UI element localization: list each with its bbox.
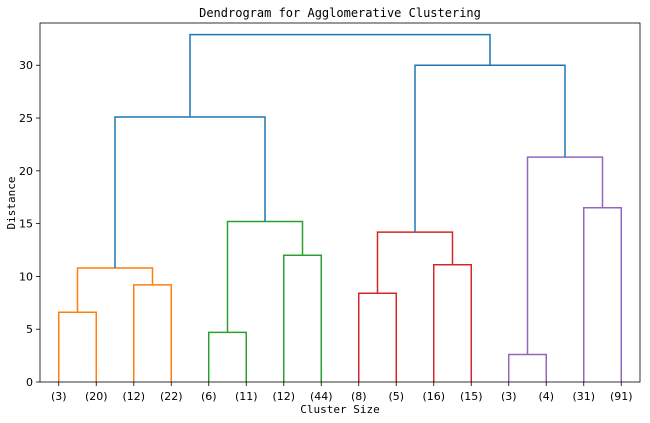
leaf-label: (22) (160, 390, 183, 403)
plot-frame (39, 22, 641, 383)
leaf-label: (31) (572, 390, 595, 403)
merge-link-12 (526, 156, 604, 355)
y-tick-label: 30 (19, 59, 33, 72)
leaf-label: (8) (351, 390, 367, 403)
merge-link-3 (76, 267, 154, 313)
leaf-label: (4) (538, 390, 554, 403)
y-tick-label: 0 (26, 376, 33, 389)
merge-link-4 (208, 331, 247, 382)
merge-link-1 (58, 311, 97, 382)
leaf-label: (12) (272, 390, 295, 403)
leaf-label: (16) (422, 390, 445, 403)
x-axis-label: Cluster Size (300, 403, 379, 416)
merge-link-7 (358, 292, 397, 382)
leaf-label: (5) (388, 390, 404, 403)
leaf-label: (91) (610, 390, 633, 403)
y-tick-label: 20 (19, 165, 33, 178)
merge-link-10 (508, 353, 547, 382)
merge-link-9 (376, 231, 454, 294)
leaf-label: (15) (460, 390, 483, 403)
y-tick-label: 10 (19, 270, 33, 283)
y-axis-label: Distance (5, 177, 18, 230)
merge-link-8 (433, 264, 472, 382)
leaf-label: (6) (201, 390, 217, 403)
y-tick-label: 5 (26, 323, 33, 336)
merge-link-2 (133, 284, 172, 382)
merge-link-11 (583, 207, 622, 382)
merge-link-13 (114, 116, 266, 268)
leaf-label: (11) (235, 390, 258, 403)
leaf-label: (20) (85, 390, 108, 403)
leaf-label: (44) (310, 390, 333, 403)
leaf-label: (3) (501, 390, 517, 403)
y-tick-label: 15 (19, 218, 33, 231)
x-axis: (3) (20) (12) (22) (6) (11) (12) (44) (8) (5) (16)… (51, 382, 633, 403)
y-tick-label: 25 (19, 112, 33, 125)
y-axis: 0 5 10 15 20 25 30 (19, 59, 40, 389)
chart-title: Dendrogram for Agglomerative Clustering (199, 6, 481, 20)
merge-link-14 (414, 64, 566, 233)
merge-link-5 (283, 254, 322, 382)
dendrogram-links (58, 33, 622, 382)
leaf-label: (3) (51, 390, 67, 403)
merge-link-6 (226, 220, 304, 333)
leaf-label: (12) (122, 390, 145, 403)
merge-link-15 (189, 33, 491, 117)
